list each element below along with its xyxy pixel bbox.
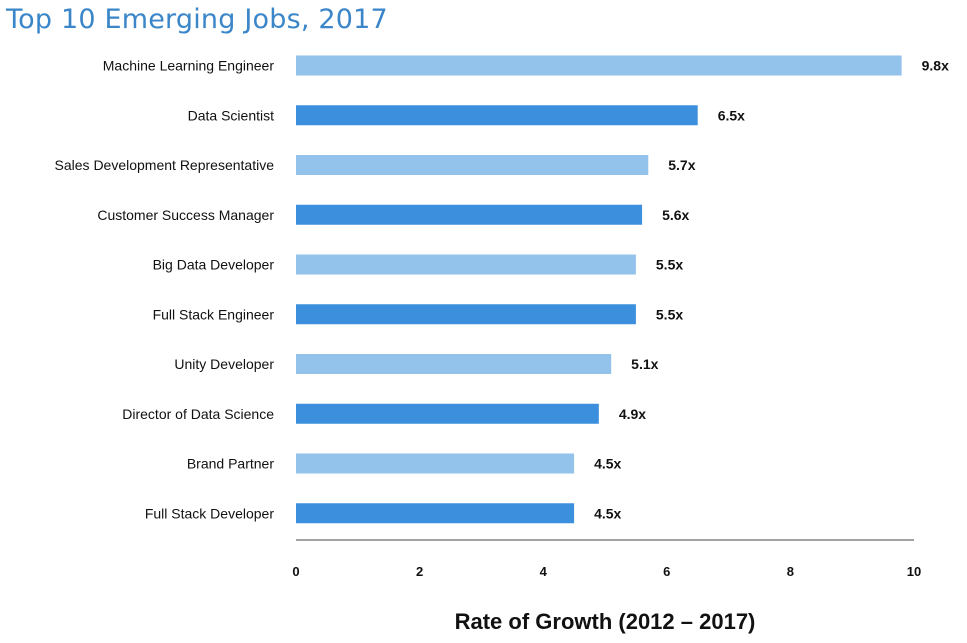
x-tick-label-4: 8 <box>787 564 794 579</box>
value-label-0: 9.8x <box>922 58 949 74</box>
category-label-4: Big Data Developer <box>153 257 275 273</box>
value-label-3: 5.6x <box>662 207 689 223</box>
bar-9 <box>296 503 575 524</box>
x-tick-label-1: 2 <box>416 564 423 579</box>
bar-4 <box>296 254 636 275</box>
category-label-1: Data Scientist <box>188 107 274 123</box>
category-label-0: Machine Learning Engineer <box>103 58 275 74</box>
x-tick-label-2: 4 <box>540 564 548 579</box>
value-label-8: 4.5x <box>594 456 621 472</box>
value-label-7: 4.9x <box>619 406 646 422</box>
category-labels-group: Machine Learning Engineer Data Scientist S… <box>55 58 275 522</box>
x-tick-label-3: 6 <box>663 564 670 579</box>
bar-8 <box>296 453 575 474</box>
x-tick-label-5: 10 <box>907 564 921 579</box>
bar-5 <box>296 304 636 325</box>
bar-2 <box>296 155 649 175</box>
bar-0 <box>296 55 902 76</box>
bar-1 <box>296 105 698 126</box>
category-label-5: Full Stack Engineer <box>153 306 275 322</box>
bar-6 <box>296 354 612 374</box>
category-label-2: Sales Development Representative <box>55 157 275 173</box>
category-label-9: Full Stack Developer <box>145 505 275 521</box>
page-title: Top 10 Emerging Jobs, 2017 <box>6 4 388 35</box>
bars-group <box>296 55 902 524</box>
value-label-9: 4.5x <box>594 505 621 521</box>
bar-7 <box>296 403 599 424</box>
value-label-5: 5.5x <box>656 306 683 322</box>
category-label-3: Customer Success Manager <box>97 207 274 223</box>
category-label-7: Director of Data Science <box>122 406 274 422</box>
value-label-6: 5.1x <box>631 356 658 372</box>
value-label-4: 5.5x <box>656 257 683 273</box>
category-label-8: Brand Partner <box>187 456 274 472</box>
x-tick-label-0: 0 <box>292 564 299 579</box>
bar-3 <box>296 204 643 225</box>
x-axis-ticks-group: 0 2 4 6 8 10 <box>292 564 921 579</box>
category-label-6: Unity Developer <box>174 356 274 372</box>
x-axis-title: Rate of Growth (2012 – 2017) <box>455 609 756 634</box>
value-labels-group: 9.8x 6.5x 5.7x 5.6x 5.5x 5.5x 5.1x 4.9x 4.5x 4.5x <box>594 58 949 522</box>
value-label-2: 5.7x <box>668 157 695 173</box>
value-label-1: 6.5x <box>718 107 745 123</box>
